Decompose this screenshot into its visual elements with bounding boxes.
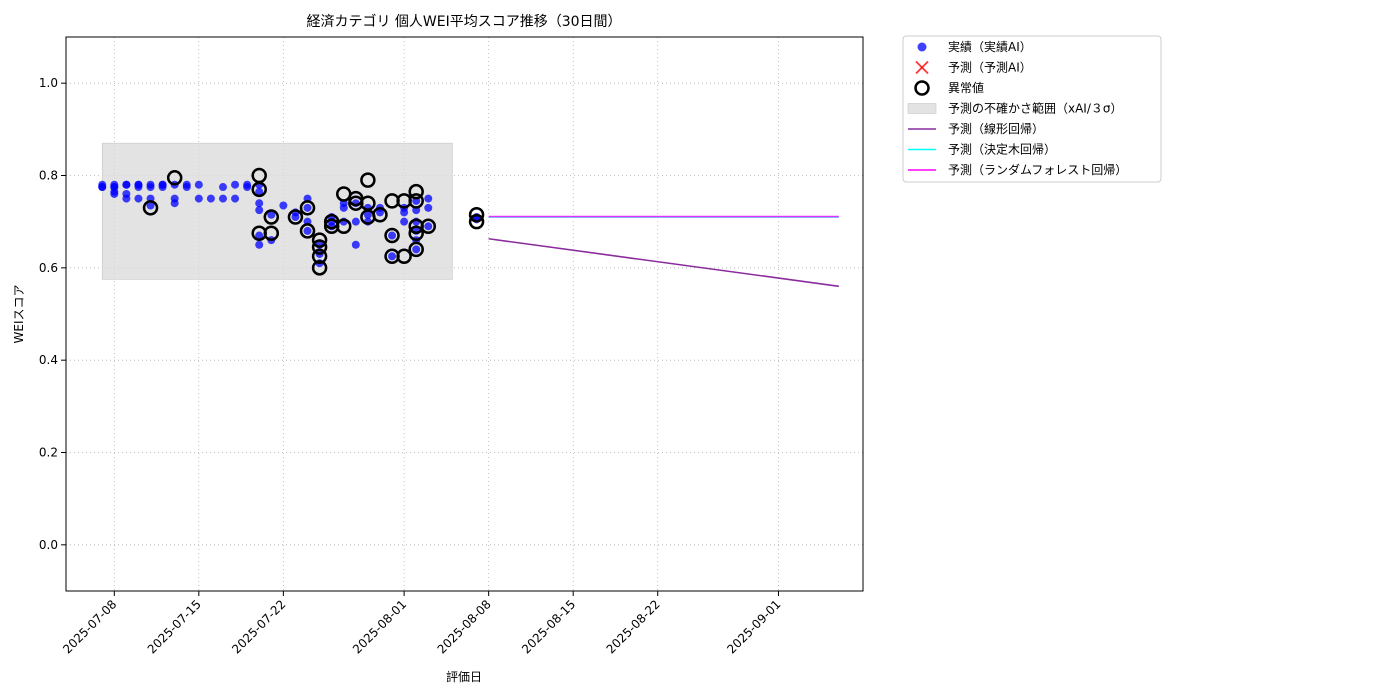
actual-point <box>267 210 276 219</box>
actual-points-layer <box>98 180 481 268</box>
actual-point <box>400 208 409 217</box>
actual-point <box>400 217 409 226</box>
actual-point <box>218 194 227 203</box>
y-axis-ticks: 0.0 0.2 0.4 0.6 0.8 1.0 <box>39 76 66 552</box>
actual-point <box>351 240 360 249</box>
actual-point <box>170 199 179 208</box>
legend-label: 予測の不確かさ範囲（xAI/３σ） <box>948 101 1123 116</box>
y-tick-label: 1.0 <box>39 76 58 90</box>
actual-point <box>388 252 397 261</box>
plot-frame-background <box>66 37 863 591</box>
legend-label: 予測（ランダムフォレスト回帰） <box>948 162 1127 177</box>
actual-point <box>110 183 119 192</box>
anomaly-marker <box>408 225 424 241</box>
actual-point <box>122 180 131 189</box>
actual-point <box>255 199 264 208</box>
actual-point <box>303 203 312 212</box>
legend-frame <box>902 35 1162 183</box>
anomaly-marker <box>142 200 159 216</box>
actual-point <box>243 183 252 192</box>
anomaly-marker <box>360 172 376 188</box>
y-axis-title: WEIスコア <box>12 285 26 344</box>
actual-point <box>255 206 264 215</box>
actual-point <box>134 194 143 203</box>
y-tick-label: 0.4 <box>39 353 58 367</box>
actual-point <box>351 217 360 226</box>
y-tick-label: 0.8 <box>39 169 58 183</box>
actual-point <box>146 201 155 210</box>
actual-point <box>231 180 240 189</box>
anomaly-marker <box>408 183 424 200</box>
actual-point <box>194 194 203 203</box>
linear-prediction-line <box>488 237 839 288</box>
actual-point <box>218 183 227 192</box>
anomaly-marker <box>372 206 388 223</box>
anomaly-marker <box>468 213 485 230</box>
anomaly-marker <box>311 248 328 265</box>
anomaly-marker <box>311 239 328 255</box>
anomaly-marker <box>166 170 183 186</box>
actual-point <box>122 194 131 203</box>
actual-point <box>134 180 143 189</box>
anomaly-marker <box>299 200 316 216</box>
legend-prediction-ai-marker <box>915 60 929 75</box>
plot-area: 2025-07-08 2025-07-15 2025-07-22 2025-08-01… <box>39 36 864 656</box>
actual-point <box>279 201 288 210</box>
y-tick-label: 0.2 <box>39 446 58 460</box>
actual-point <box>412 245 421 254</box>
actual-point <box>291 213 300 222</box>
y-tick-label: 0.0 <box>39 538 58 552</box>
legend-label: 予測（線形回帰） <box>948 121 1044 136</box>
legend-actual-marker <box>917 42 927 52</box>
actual-point <box>424 194 433 203</box>
anomaly-marker <box>311 260 328 276</box>
anomaly-marker <box>251 181 267 198</box>
x-axis-title: 評価日 <box>446 669 482 684</box>
actual-point <box>98 183 107 192</box>
actual-point <box>158 180 167 189</box>
anomaly-marker <box>311 232 328 248</box>
anomaly-marker <box>396 248 412 265</box>
anomaly-marker <box>335 218 352 235</box>
legend-label: 予測（決定木回帰） <box>948 142 1056 157</box>
chart-title: 経済カテゴリ 個人WEI平均スコア推移（30日間） <box>306 13 621 30</box>
anomaly-marker <box>468 206 485 223</box>
actual-point <box>424 203 433 212</box>
actual-point <box>339 203 348 212</box>
actual-point <box>424 222 433 231</box>
actual-point <box>194 180 203 189</box>
legend-uncertainty-swatch <box>907 103 937 114</box>
y-tick-label: 0.6 <box>39 261 58 275</box>
actual-point <box>231 194 240 203</box>
legend-anomaly-marker <box>914 80 930 96</box>
actual-point <box>255 187 264 196</box>
plot-border <box>65 36 864 592</box>
legend-label: 実績（実績AI） <box>948 39 1032 54</box>
prediction-lines-layer <box>488 215 839 288</box>
actual-point <box>388 231 397 240</box>
actual-point <box>303 226 312 235</box>
actual-point <box>255 231 264 240</box>
actual-point <box>255 240 264 249</box>
actual-point <box>182 180 191 189</box>
anomaly-marker <box>287 209 304 225</box>
anomaly-points-layer <box>142 167 485 276</box>
anomaly-marker <box>420 218 437 235</box>
legend-label: 予測（予測AI） <box>948 61 1032 75</box>
legend-label: 異常値 <box>948 80 984 95</box>
anomaly-marker <box>408 241 424 258</box>
anomaly-marker <box>408 193 424 209</box>
anomaly-marker <box>299 223 316 239</box>
anomaly-marker <box>263 225 280 241</box>
actual-point <box>363 210 372 219</box>
anomaly-marker <box>263 209 280 225</box>
actual-point <box>206 194 215 203</box>
actual-point <box>146 183 155 192</box>
anomaly-marker <box>384 227 400 244</box>
